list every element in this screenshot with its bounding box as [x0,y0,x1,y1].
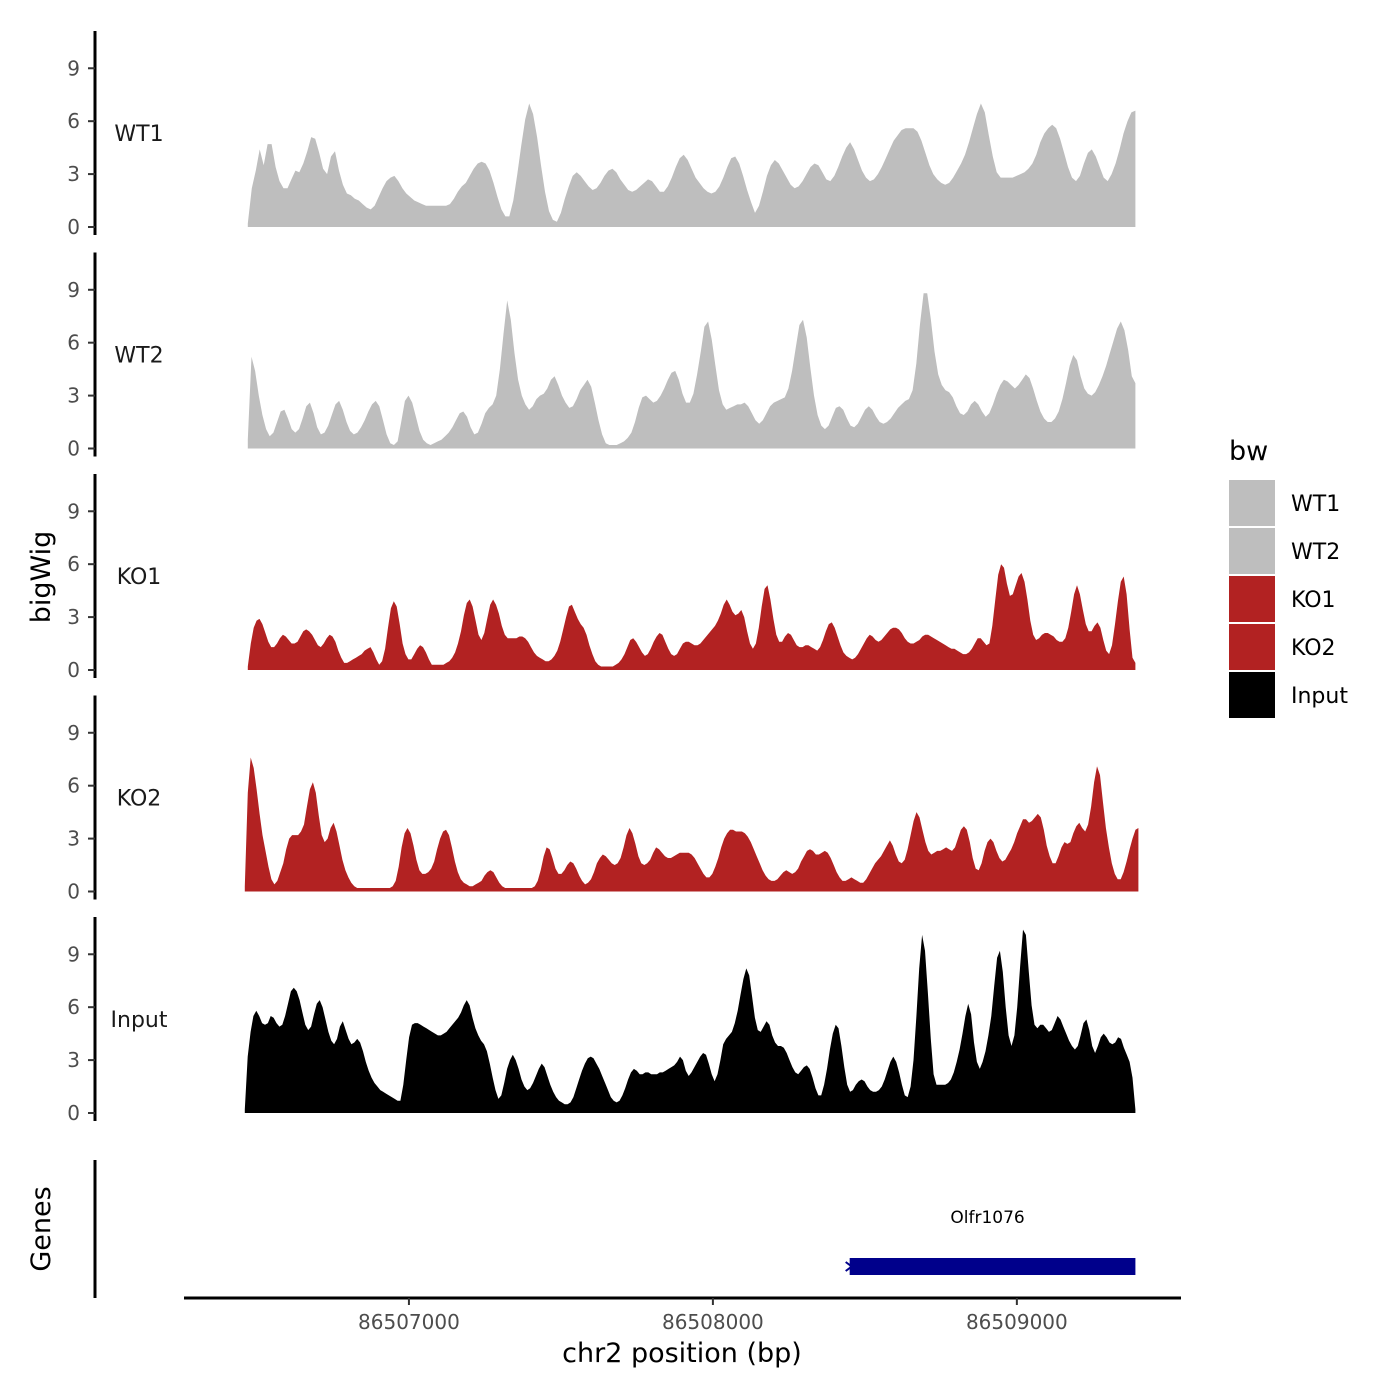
gene-strand-marker [845,1261,854,1272]
y-tick-label: 0 [67,1101,80,1125]
track-label: WT1 [114,122,163,147]
track-label: KO2 [117,787,162,812]
y-tick-label: 6 [67,995,80,1019]
y-tick-label: 6 [67,331,80,355]
x-axis-title: chr2 position (bp) [562,1338,802,1369]
track-panel-input: 0 3 6 9 Input [67,917,1136,1125]
legend-key-ko2 [1229,624,1275,670]
y-tick-label: 9 [67,499,80,523]
gene-body-olfr1076 [849,1258,1136,1275]
y-tick-label: 3 [67,605,80,629]
coverage-area-wt1 [247,103,1136,227]
legend-key-input [1229,672,1275,718]
coverage-area-ko2 [244,757,1139,892]
track-panel-wt1: 0 3 6 9 WT1 [67,31,1136,239]
legend-label: WT2 [1291,540,1340,565]
y-tick-label: 9 [67,721,80,745]
y-tick-label: 9 [67,942,80,966]
legend-key-wt1 [1229,480,1275,526]
y-tick-label: 3 [67,384,80,408]
legend: WT1 WT2 KO1 KO2 Input [1229,480,1348,718]
genes-axis-title: Genes [26,1186,57,1271]
track-label: WT2 [114,344,163,369]
y-tick-label: 9 [67,56,80,80]
gene-label: Olfr1076 [950,1208,1024,1228]
legend-title: bw [1229,436,1268,467]
legend-key-ko1 [1229,576,1275,622]
track-panel-ko1: 0 3 6 9 KO1 [67,474,1136,682]
y-tick-label: 6 [67,109,80,133]
y-tick-label: 6 [67,774,80,798]
y-tick-label: 3 [67,162,80,186]
y-tick-label: 0 [67,880,80,904]
coverage-area-ko1 [247,564,1136,670]
y-tick-label: 9 [67,278,80,302]
x-tick-label: 86507000 [358,1310,460,1334]
y-tick-label: 0 [67,215,80,239]
tracks-layer: 0 3 6 9 WT1 0 3 6 9 WT2 0 3 6 9 KO1 0 3 6 9 KO2 0 3 6 9 Input [67,31,1139,1125]
y-tick-label: 3 [67,827,80,851]
y-axis-title: bigWig [26,531,57,624]
legend-label: WT1 [1291,492,1340,517]
y-tick-label: 0 [67,437,80,461]
x-axis: 86507000 86508000 86509000 [184,1296,1181,1334]
coverage-area-wt2 [247,293,1136,449]
legend-label: Input [1291,684,1348,709]
gene-track: Olfr1076 [93,1160,1136,1298]
x-tick-label: 86509000 [966,1310,1068,1334]
legend-key-wt2 [1229,528,1275,574]
y-tick-label: 6 [67,552,80,576]
legend-label: KO2 [1291,636,1336,661]
track-panel-ko2: 0 3 6 9 KO2 [67,695,1139,904]
legend-label: KO1 [1291,588,1336,613]
y-tick-label: 0 [67,658,80,682]
y-tick-label: 3 [67,1048,80,1072]
x-tick-label: 86508000 [662,1310,764,1334]
track-label: Input [111,1008,168,1033]
coverage-area-input [244,929,1136,1113]
track-panel-wt2: 0 3 6 9 WT2 [67,252,1136,461]
track-label: KO1 [117,565,162,590]
